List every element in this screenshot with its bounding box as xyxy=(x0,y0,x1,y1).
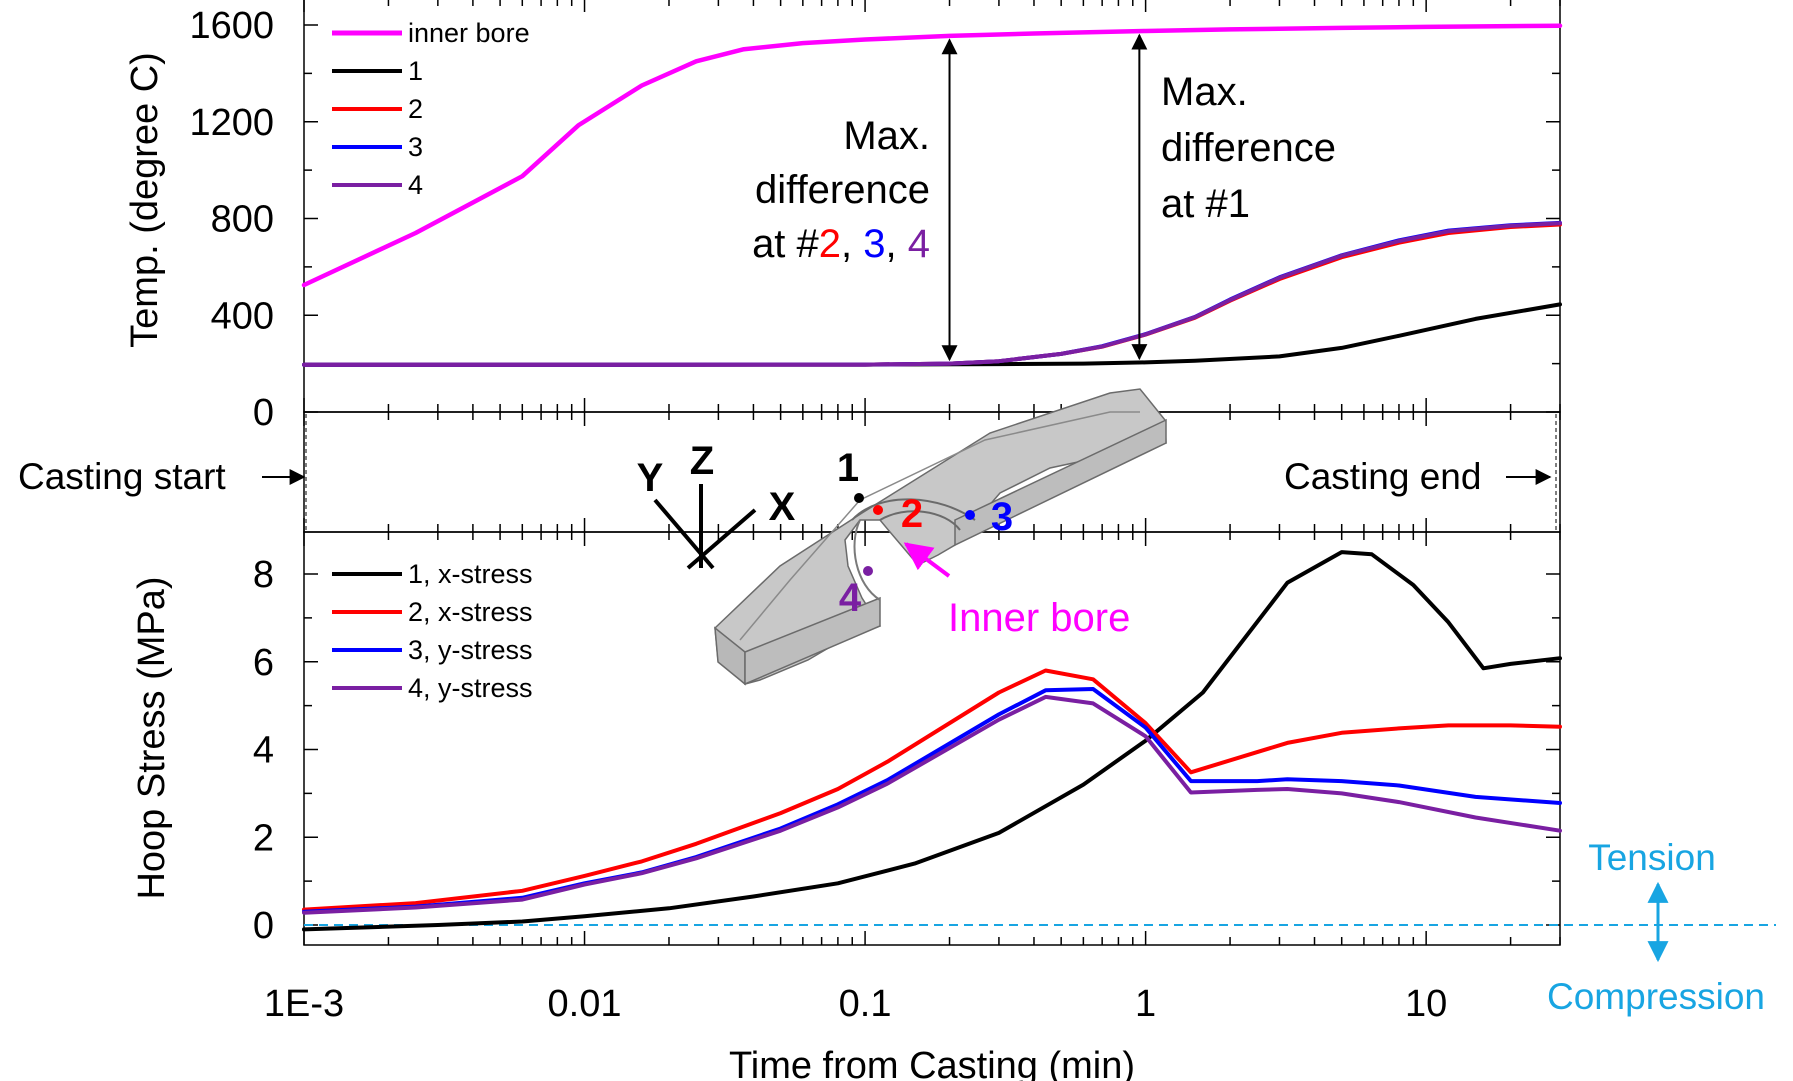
legend-item-3-y-stress: 3, y-stress xyxy=(332,635,533,665)
legend-label-2-x-stress: 2, x-stress xyxy=(408,597,533,627)
stress-legend: 1, x-stress 2, x-stress 3, y-stress 4, y… xyxy=(332,559,533,703)
compression-label: Compression xyxy=(1547,976,1765,1017)
maxdiff-left-prefix: at # xyxy=(752,222,819,266)
x-tick-label: 1 xyxy=(1135,983,1156,1025)
maxdiff-left-line3: at #2, 3, 4 xyxy=(752,222,930,266)
part-inner-bore-arc xyxy=(879,510,961,531)
legend-label-inner-bore: inner bore xyxy=(408,18,530,48)
temperature-series-1 xyxy=(302,302,1562,367)
maxdiff-right-line3: at #1 xyxy=(1161,182,1250,226)
legend-label-1-x-stress: 1, x-stress xyxy=(408,559,533,589)
y-axis-line xyxy=(653,498,715,570)
legend-item-4-y-stress: 4, y-stress xyxy=(332,673,533,703)
part-right-face xyxy=(954,418,1167,547)
maxdiff-left-n4: 4 xyxy=(908,222,930,266)
maxdiff-left-line2: difference xyxy=(755,168,930,212)
temperature-series xyxy=(301,23,1563,367)
legend-item-1-x-stress: 1, x-stress xyxy=(332,559,533,589)
axis-label-x: X xyxy=(769,485,796,529)
max-difference-left-annotation: Max. difference at #2, 3, 4 xyxy=(752,114,930,266)
axis-label-y: Y xyxy=(637,456,664,500)
legend-item-4: 4 xyxy=(332,170,423,200)
maxdiff-left-n3: 3 xyxy=(863,222,885,266)
part-inset: Y Z X 1 2 3 4 Inner bore xyxy=(637,388,1167,686)
stress-y-tick-label: 2 xyxy=(253,817,274,859)
x-axis-label: Time from Casting (min) xyxy=(729,1045,1135,1081)
maxdiff-left-sep1: , xyxy=(841,222,863,266)
part-bore-wall xyxy=(853,519,881,601)
temperature-series-4 xyxy=(302,221,1562,367)
stress-plot-frame xyxy=(303,531,1561,946)
legend-item-2: 2 xyxy=(332,94,423,124)
point-2-marker xyxy=(873,505,883,515)
maxdiff-left-sep2: , xyxy=(886,222,908,266)
temperature-plot-frame xyxy=(303,0,1561,413)
stress-y-tick-label: 0 xyxy=(253,905,274,947)
legend-item-3: 3 xyxy=(332,132,423,162)
maxdiff-right-line2: difference xyxy=(1161,126,1336,170)
point-3-label: 3 xyxy=(991,495,1013,539)
maxdiff-right-line1: Max. xyxy=(1161,70,1248,114)
point-3-marker xyxy=(965,510,975,520)
part-inner-edge xyxy=(739,411,1140,641)
stress-series-4-y-stress xyxy=(302,694,1562,915)
point-2-label: 2 xyxy=(901,492,923,536)
legend-label-3-y-stress: 3, y-stress xyxy=(408,635,533,665)
casting-start-label: Casting start xyxy=(18,456,226,497)
temperature-y-tick-label: 1600 xyxy=(189,5,274,47)
part-side-face xyxy=(744,596,881,686)
stress-series-3-y-stress xyxy=(302,687,1562,914)
stress-series-1-x-stress xyxy=(302,550,1562,932)
legend-label-4-y-stress: 4, y-stress xyxy=(408,673,533,703)
stress-y-tick-label: 4 xyxy=(253,730,274,772)
stress-panel: 0 2 4 6 8 Hoop Stress (MPa) Time from Castin… xyxy=(131,531,1776,1081)
temperature-y-tick-label: 1200 xyxy=(189,102,274,144)
legend-item-2-x-stress: 2, x-stress xyxy=(332,597,533,627)
x-tick-label: 0.1 xyxy=(839,983,892,1025)
legend-label-2: 2 xyxy=(408,94,423,124)
temperature-y-tick-label: 800 xyxy=(211,199,274,241)
inner-bore-label: Inner bore xyxy=(948,596,1130,640)
temperature-series-inner-bore xyxy=(301,23,1563,288)
temperature-legend: inner bore 1 2 3 4 xyxy=(332,18,530,200)
casting-strip: Casting start Casting end xyxy=(18,411,1561,533)
maxdiff-left-n2: 2 xyxy=(819,222,841,266)
x-axis-line xyxy=(686,508,757,570)
x-tick-label: 10 xyxy=(1405,983,1447,1025)
part-inner-bore-arc-outer xyxy=(851,498,976,521)
legend-item-1: 1 xyxy=(332,56,423,86)
legend-item-inner-bore: inner bore xyxy=(332,18,530,48)
stress-series-2-x-stress xyxy=(302,668,1562,912)
temperature-ticks: 0 400 800 1200 1600 xyxy=(189,0,1561,434)
inner-bore-pointer xyxy=(903,542,951,578)
stress-y-axis-label: Hoop Stress (MPa) xyxy=(131,576,173,899)
stress-series xyxy=(302,550,1562,932)
temperature-y-tick-label: 400 xyxy=(211,295,274,337)
maxdiff-left-line1: Max. xyxy=(843,114,930,158)
x-tick-labels: 1E-3 0.01 0.1 1 10 xyxy=(264,983,1447,1025)
temperature-y-axis-label: Temp. (degree C) xyxy=(124,52,166,348)
axis-label-z: Z xyxy=(690,439,714,483)
point-4-marker xyxy=(863,566,873,576)
casting-end-label: Casting end xyxy=(1284,456,1481,497)
temperature-panel: 0 400 800 1200 1600 Temp. (degree C) inner b… xyxy=(124,0,1563,434)
coordinate-axes xyxy=(653,484,757,570)
stress-ticks: 0 2 4 6 8 xyxy=(253,532,1561,947)
tension-label: Tension xyxy=(1588,837,1716,878)
point-1-label: 1 xyxy=(837,446,859,490)
point-4-label: 4 xyxy=(839,576,862,620)
x-tick-label: 0.01 xyxy=(548,983,622,1025)
legend-label-3: 3 xyxy=(408,132,423,162)
legend-label-4: 4 xyxy=(408,170,423,200)
legend-label-1: 1 xyxy=(408,56,423,86)
stress-y-tick-label: 6 xyxy=(253,642,274,684)
max-difference-right-annotation: Max. difference at #1 xyxy=(1161,70,1336,226)
point-1-marker xyxy=(854,493,864,503)
temperature-y-tick-label: 0 xyxy=(253,392,274,434)
stress-y-tick-label: 8 xyxy=(253,554,274,596)
x-tick-label: 1E-3 xyxy=(264,983,344,1025)
